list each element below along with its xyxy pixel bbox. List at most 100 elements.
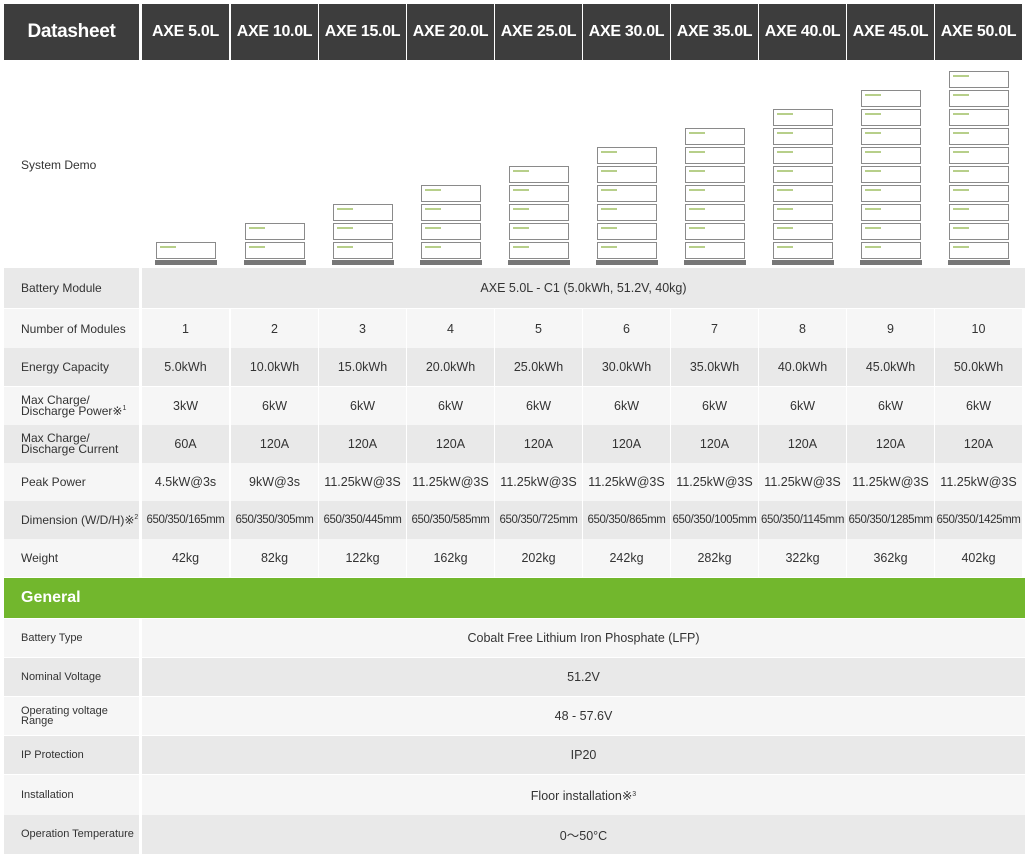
row-max-power: Max Charge/Discharge Power※1 3kW 6kW 6kW 6k… [0,387,1029,425]
value-operating-voltage: 48 - 57.6V [142,697,1025,735]
label-weight: Weight [4,539,139,577]
battery-module-icon [245,223,305,240]
cell-peak-3: 11.25kW@3S [319,463,406,501]
model-header-8: AXE 40.0L [759,4,846,60]
module-logo-mark [777,208,793,210]
cell-num_modules-8: 8 [759,309,846,349]
module-logo-mark [601,189,617,191]
label-number-of-modules: Number of Modules [4,309,139,349]
value-ip-protection: IP20 [142,736,1025,774]
cell-peak-2: 9kW@3s [231,463,318,501]
row-max-current: Max Charge/Discharge Current 60A 120A 120A… [0,425,1029,463]
battery-module-icon [597,242,657,259]
cell-peak-10: 11.25kW@3S [935,463,1022,501]
module-logo-mark [865,151,881,153]
battery-module-icon [685,166,745,183]
battery-module-icon [773,185,833,202]
battery-module-icon [861,223,921,240]
battery-module-icon [773,109,833,126]
label-operating-voltage: Operating voltage Range [4,697,139,735]
cell-dimension-8: 650/350/1145mm [759,501,846,539]
cell-dimension-6: 650/350/865mm [583,501,670,539]
module-logo-mark [337,208,353,210]
module-logo-mark [601,208,617,210]
value-nominal-voltage: 51.2V [142,658,1025,696]
battery-module-icon [949,166,1009,183]
row-ip-protection: IP Protection IP20 [0,736,1029,774]
module-logo-mark [953,94,969,96]
battery-module-icon [773,128,833,145]
cell-current-8: 120A [759,425,846,463]
row-dimension: Dimension (W/D/H)※2 650/350/165mm 650/350… [0,501,1029,539]
cell-num_modules-1: 1 [142,309,229,349]
cell-dimension-7: 650/350/1005mm [671,501,758,539]
cell-power-7: 6kW [671,387,758,425]
module-logo-mark [249,227,265,229]
cell-peak-8: 11.25kW@3S [759,463,846,501]
row-nominal-voltage: Nominal Voltage 51.2V [0,658,1029,696]
label-battery-type: Battery Type [4,619,139,657]
stack-base [155,260,217,265]
module-logo-mark [953,151,969,153]
battery-module-icon [509,166,569,183]
stack-base [596,260,658,265]
battery-module-icon [773,242,833,259]
model-header-1: AXE 5.0L [142,4,229,60]
label-dimension-text: Dimension (W/D/H)※ [21,512,135,527]
battery-module-icon [949,90,1009,107]
value-battery-module: AXE 5.0L - C1 (5.0kWh, 51.2V, 40kg) [142,268,1025,308]
module-logo-mark [601,246,617,248]
row-weight: Weight 42kg 82kg 122kg 162kg 202kg 242kg 282kg… [0,539,1029,577]
cell-weight-4: 162kg [407,539,494,577]
stack-base [332,260,394,265]
cell-current-6: 120A [583,425,670,463]
row-peak-power: Peak Power 4.5kW@3s 9kW@3s 11.25kW@3S 11.25… [0,463,1029,501]
battery-module-icon [949,109,1009,126]
cell-power-1: 3kW [142,387,229,425]
module-logo-mark [513,208,529,210]
model-header-9: AXE 45.0L [847,4,934,60]
module-logo-mark [513,246,529,248]
module-logo-mark [865,227,881,229]
module-logo-mark [425,208,441,210]
model-header-6: AXE 30.0L [583,4,670,60]
battery-module-icon [949,128,1009,145]
battery-module-icon [861,90,921,107]
module-logo-mark [865,170,881,172]
stack-base [772,260,834,265]
cell-power-5: 6kW [495,387,582,425]
battery-module-icon [949,242,1009,259]
battery-module-icon [333,223,393,240]
module-logo-mark [689,227,705,229]
module-logo-mark [953,170,969,172]
cell-peak-9: 11.25kW@3S [847,463,934,501]
row-system-demo: System Demo [0,62,1029,268]
module-logo-mark [953,246,969,248]
cell-energy-7: 35.0kWh [671,348,758,386]
footnote-1: 1 [122,405,127,412]
stack-base [420,260,482,265]
module-logo-mark [865,113,881,115]
row-installation: Installation Floor installation※ 3 [0,775,1029,815]
model-header-10: AXE 50.0L [935,4,1022,60]
module-logo-mark [601,170,617,172]
module-logo-mark [513,189,529,191]
cell-current-9: 120A [847,425,934,463]
module-logo-mark [953,189,969,191]
cell-weight-3: 122kg [319,539,406,577]
battery-module-icon [861,166,921,183]
label-system-demo: System Demo [21,157,97,172]
cell-power-9: 6kW [847,387,934,425]
battery-module-icon [597,204,657,221]
cell-energy-3: 15.0kWh [319,348,406,386]
cell-energy-6: 30.0kWh [583,348,670,386]
battery-module-icon [597,166,657,183]
module-logo-mark [777,132,793,134]
cell-power-10: 6kW [935,387,1022,425]
module-logo-mark [689,208,705,210]
module-logo-mark [777,246,793,248]
battery-module-icon [773,223,833,240]
battery-module-icon [685,204,745,221]
battery-module-icon [861,128,921,145]
battery-module-icon [421,242,481,259]
